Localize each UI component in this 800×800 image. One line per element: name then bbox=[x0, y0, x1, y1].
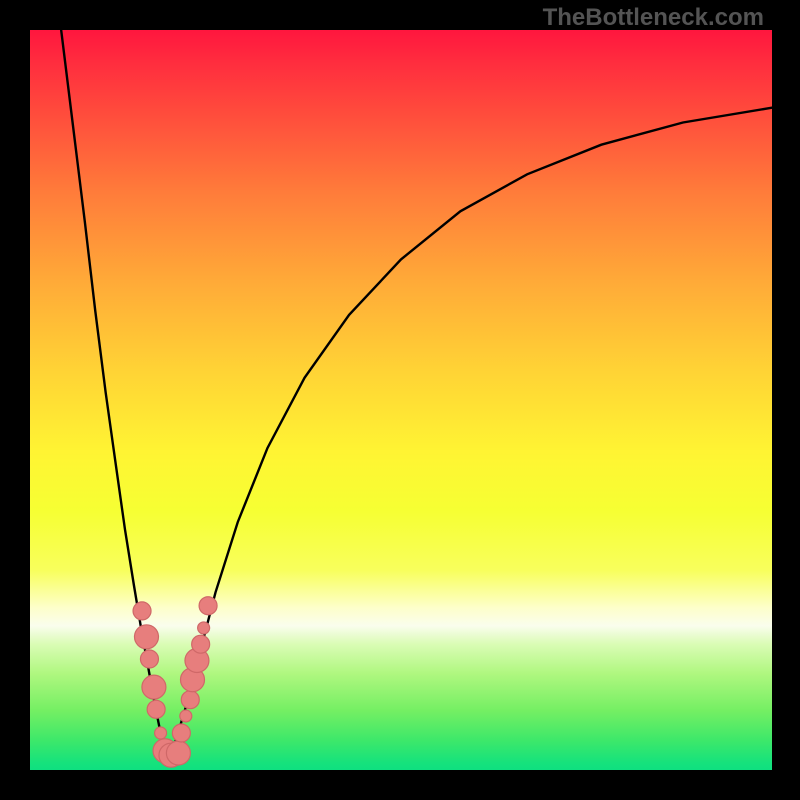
dot-15 bbox=[198, 622, 210, 634]
dot-1 bbox=[134, 625, 158, 649]
plot-area bbox=[30, 30, 772, 770]
right-curve bbox=[167, 108, 772, 761]
watermark-text: TheBottleneck.com bbox=[543, 4, 764, 32]
dot-10 bbox=[180, 710, 192, 722]
dots-group bbox=[133, 597, 217, 767]
plot-svg bbox=[30, 30, 772, 770]
chart-frame: TheBottleneck.com bbox=[0, 0, 800, 800]
dot-16 bbox=[199, 597, 217, 615]
dot-4 bbox=[147, 700, 165, 718]
dot-5 bbox=[155, 727, 167, 739]
dot-2 bbox=[140, 650, 158, 668]
dot-3 bbox=[142, 675, 166, 699]
border-bottom bbox=[0, 770, 800, 800]
dot-8 bbox=[166, 741, 190, 765]
border-left bbox=[0, 0, 30, 800]
border-right bbox=[772, 0, 800, 800]
dot-11 bbox=[181, 691, 199, 709]
dot-14 bbox=[192, 635, 210, 653]
dot-0 bbox=[133, 602, 151, 620]
dot-9 bbox=[172, 724, 190, 742]
